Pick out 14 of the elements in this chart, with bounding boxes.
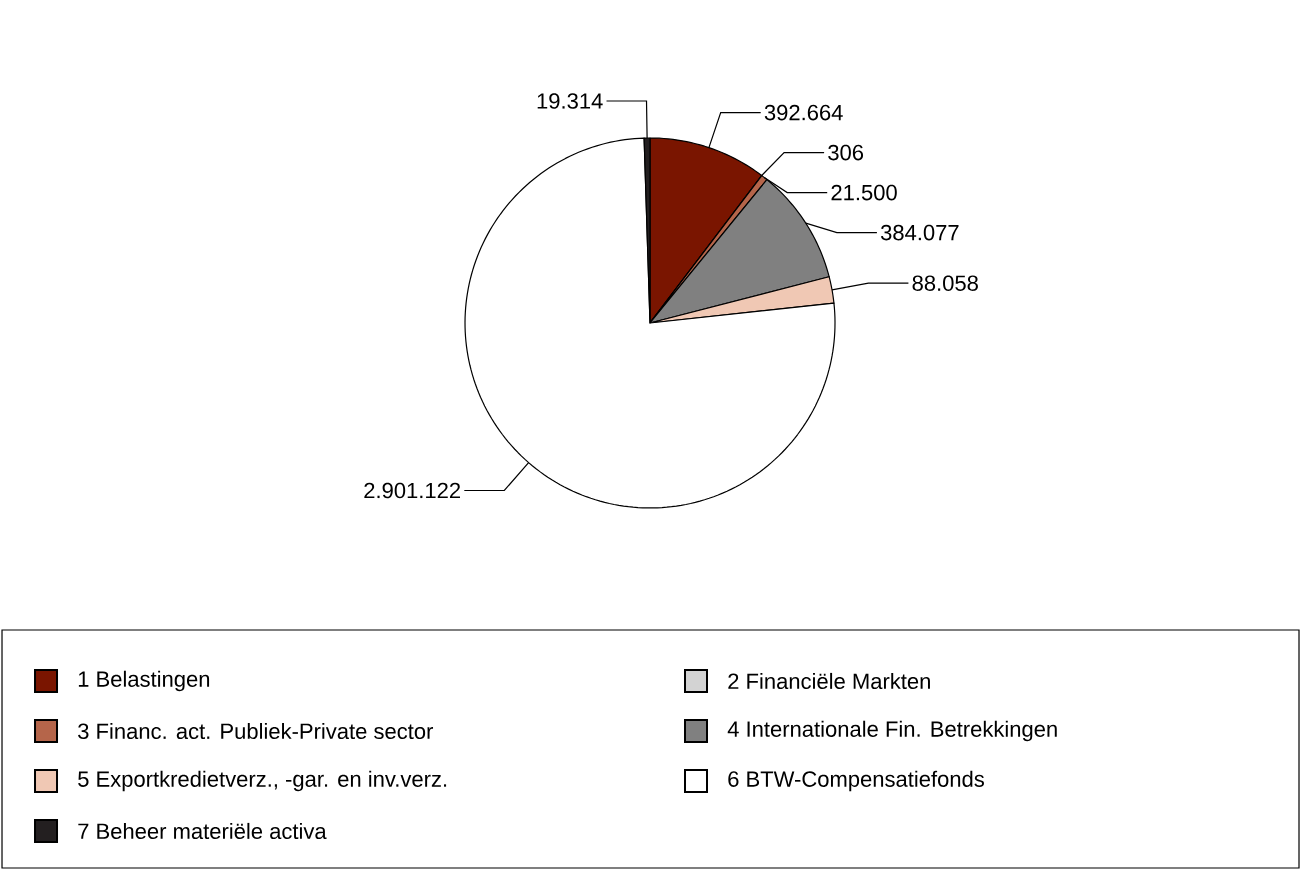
legend-label: 6 BTW-Compensatiefonds [728,770,984,792]
data-label: 392.664 [764,104,843,121]
data-label: 19.314 [537,93,603,109]
data-label: 21.500 [831,184,897,201]
legend-label: 2 Financiële Markten [728,672,930,690]
data-label: 306 [828,144,864,161]
legend-label: 4 Internationale Fin. Betrekkingen [727,720,1057,742]
data-label: 2.901.122 [364,482,460,499]
legend-label: 7 Beheer materiële activa [78,822,327,840]
data-label: 88.058 [912,275,978,291]
legend-label: 3 Financ. act. Publiek-Private sector [78,722,434,740]
legend-label: 1 Belastingen [78,670,210,692]
legend-label: 5 Exportkredietverz., -gar. en inv.verz. [78,770,447,792]
data-label: 384.077 [880,224,959,241]
